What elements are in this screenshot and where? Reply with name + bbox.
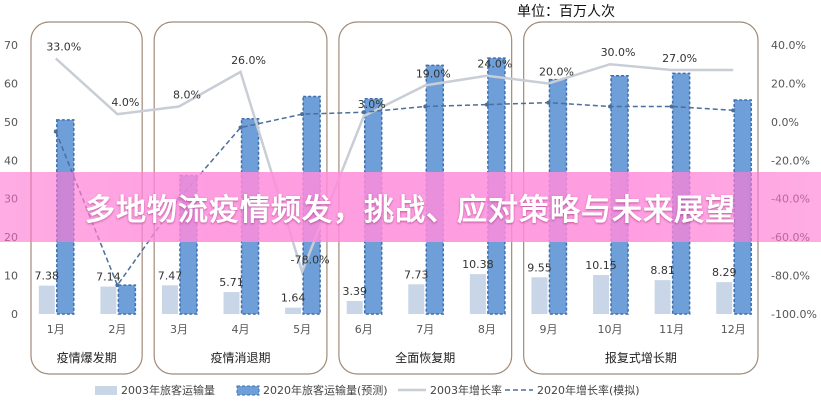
data-labels: 7.38 7.14 7.47 5.71 1.64 3.39 7.73 10.38 9.55 10.… [35, 40, 737, 304]
line-2003-label-4: -78.0% [291, 254, 330, 267]
line-2003-label-2: 8.0% [173, 88, 201, 101]
line-2003-label-5: 3.0% [358, 98, 386, 111]
point-2020-growth-4 [300, 112, 305, 117]
bar-2003-6 [408, 284, 425, 314]
bar-2003-label-3: 5.71 [219, 276, 244, 289]
bar-2003-2 [161, 285, 178, 314]
x-tick-9: 10月 [598, 323, 623, 336]
x-tick-0: 1月 [47, 323, 65, 336]
x-tick-5: 6月 [355, 323, 373, 336]
phase-label-3: 报复式增长期 [605, 350, 677, 365]
line-2020-growth [55, 101, 734, 287]
bar-2020-1 [117, 284, 137, 315]
point-2020-growth-5 [361, 110, 366, 115]
lines [53, 57, 736, 288]
bar-2003-label-10: 8.81 [650, 264, 675, 277]
x-tick-7: 8月 [478, 323, 496, 336]
point-2020-growth-3 [238, 125, 243, 130]
x-tick-2: 3月 [170, 323, 188, 336]
y-right-tick-0: -100.0% [771, 308, 817, 321]
y-right-tick-1: -80.0% [771, 270, 810, 283]
point-2020-growth-10 [669, 104, 674, 109]
y-left-tick-4: 40 [4, 154, 18, 167]
bar-2003-label-2: 7.47 [158, 269, 183, 282]
y-left-tick-7: 70 [4, 39, 18, 52]
point-2020-growth-11 [731, 108, 736, 113]
point-2020-growth-9 [608, 104, 613, 109]
bar-2003-7 [469, 274, 486, 314]
bar-2003-label-9: 10.15 [585, 259, 617, 272]
bar-2003-label-1: 7.14 [96, 271, 121, 284]
line-2003-label-9: 30.0% [601, 46, 636, 59]
y-right-tick-5: 0.0% [771, 116, 799, 129]
legend-label-3: 2020年增长率(模拟) [537, 383, 640, 397]
line-2003-label-1: 4.0% [111, 96, 139, 109]
bar-2003-label-8: 9.55 [527, 261, 552, 274]
y-right-tick-4: -20.0% [771, 154, 810, 167]
point-2020-growth-6 [423, 104, 428, 109]
phase-label-2: 全面恢复期 [395, 350, 455, 365]
legend-label-2: 2003年增长率 [430, 383, 502, 397]
bar-2003-label-7: 10.38 [462, 258, 494, 271]
legend-swatch-0 [95, 386, 117, 395]
phase-label-0: 疫情爆发期 [57, 350, 117, 365]
bar-2003-label-0: 7.38 [35, 270, 60, 283]
line-2003-label-3: 26.0% [231, 54, 266, 67]
bar-2003-label-4: 1.64 [281, 292, 306, 305]
point-2020-growth-7 [484, 102, 489, 107]
y-left-tick-1: 10 [4, 270, 18, 283]
bar-2003-label-5: 3.39 [342, 285, 367, 298]
line-2003-label-6: 19.0% [416, 67, 451, 80]
bar-2003-0 [38, 285, 55, 314]
bar-2003-10 [654, 280, 671, 314]
legend-label-1: 2020年旅客运输量(预测) [263, 383, 388, 397]
legend-swatch-1 [236, 385, 260, 396]
bar-2003-label-11: 8.29 [712, 266, 737, 279]
point-2020-growth-1 [115, 283, 120, 288]
legend-label-0: 2003年旅客运输量 [121, 383, 215, 397]
bar-2003-1 [100, 286, 117, 314]
line-2003-label-8: 20.0% [539, 65, 574, 78]
bar-2003-4 [285, 307, 302, 314]
bar-2003-label-6: 7.73 [404, 268, 429, 281]
y-left-tick-6: 60 [4, 77, 18, 90]
line-2003-label-7: 24.0% [477, 58, 512, 71]
bar-2003-8 [531, 277, 548, 314]
legend: 2003年旅客运输量 2020年旅客运输量(预测) 2003年增长率 2020年增长率… [95, 383, 640, 397]
line-2003-label-0: 33.0% [46, 40, 81, 53]
point-2020-growth-0 [53, 129, 58, 134]
bar-2003-11 [716, 282, 733, 314]
point-2020-growth-8 [546, 100, 551, 105]
line-2003-growth [54, 57, 734, 276]
x-tick-11: 12月 [721, 323, 746, 336]
phase-label-1: 疫情消退期 [211, 350, 271, 365]
axes: 010203040506070-100.0%-80.0%-60.0%-40.0%… [4, 39, 817, 336]
x-tick-10: 11月 [659, 323, 684, 336]
y-left-tick-0: 0 [11, 308, 18, 321]
line-2003-label-10: 27.0% [662, 52, 697, 65]
x-tick-4: 5月 [293, 323, 311, 336]
bar-2003-9 [593, 274, 610, 314]
x-tick-6: 7月 [416, 323, 434, 336]
bar-2003-5 [346, 300, 363, 314]
x-tick-1: 2月 [108, 323, 126, 336]
x-tick-3: 4月 [232, 323, 250, 336]
bar-2003-3 [223, 292, 240, 314]
y-right-tick-6: 20.0% [771, 77, 806, 90]
y-right-tick-7: 40.0% [771, 39, 806, 52]
banner-title: 多地物流疫情频发，挑战、应对策略与未来展望 [85, 193, 736, 228]
unit-label: 单位：百万人次 [517, 4, 615, 20]
x-tick-8: 9月 [539, 323, 557, 336]
title-banner: 多地物流疫情频发，挑战、应对策略与未来展望 [0, 172, 821, 242]
y-left-tick-5: 50 [4, 116, 18, 129]
